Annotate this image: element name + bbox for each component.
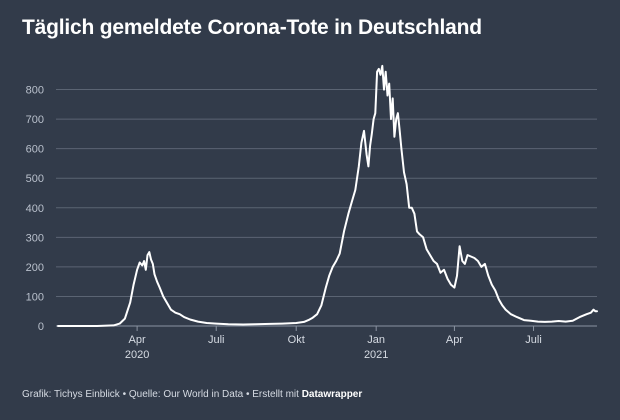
x-tick-label: Jan [367, 334, 385, 346]
y-tick-label: 200 [26, 262, 44, 274]
x-tick-label: Juli [208, 334, 225, 346]
gridlines [56, 89, 597, 327]
y-tick-label: 100 [26, 291, 44, 303]
chart-title: Täglich gemeldete Corona-Tote in Deutsch… [22, 16, 482, 39]
y-tick-label: 800 [26, 85, 44, 97]
y-tick-label: 400 [26, 203, 44, 215]
series-layer [57, 64, 598, 327]
footer-source: Grafik: Tichys Einblick • Quelle: Our Wo… [22, 389, 302, 400]
series-line-0 [57, 64, 598, 327]
x-tick-label: Juli [525, 334, 542, 346]
footer-brand: Datawrapper [301, 389, 363, 400]
x-tick-year-label: 2020 [125, 349, 149, 361]
x-tick-label: Apr [446, 334, 463, 346]
y-tick-label: 500 [26, 173, 44, 185]
x-tick-label: Okt [288, 334, 305, 346]
y-tick-label: 300 [26, 232, 44, 244]
y-tick-label: 700 [26, 114, 44, 126]
y-axis-ticks: 0 100 200 300 400 500 600 700 800 [26, 85, 44, 333]
x-tick-label: Apr [129, 334, 146, 346]
y-tick-label: 600 [26, 144, 44, 156]
x-tick-year-label: 2021 [364, 349, 388, 361]
x-axis-ticks: Apr 2020 Juli Okt Jan 2021 Apr Juli [125, 326, 542, 361]
y-tick-label: 0 [38, 321, 44, 333]
chart-footer: Grafik: Tichys Einblick • Quelle: Our Wo… [22, 389, 362, 400]
